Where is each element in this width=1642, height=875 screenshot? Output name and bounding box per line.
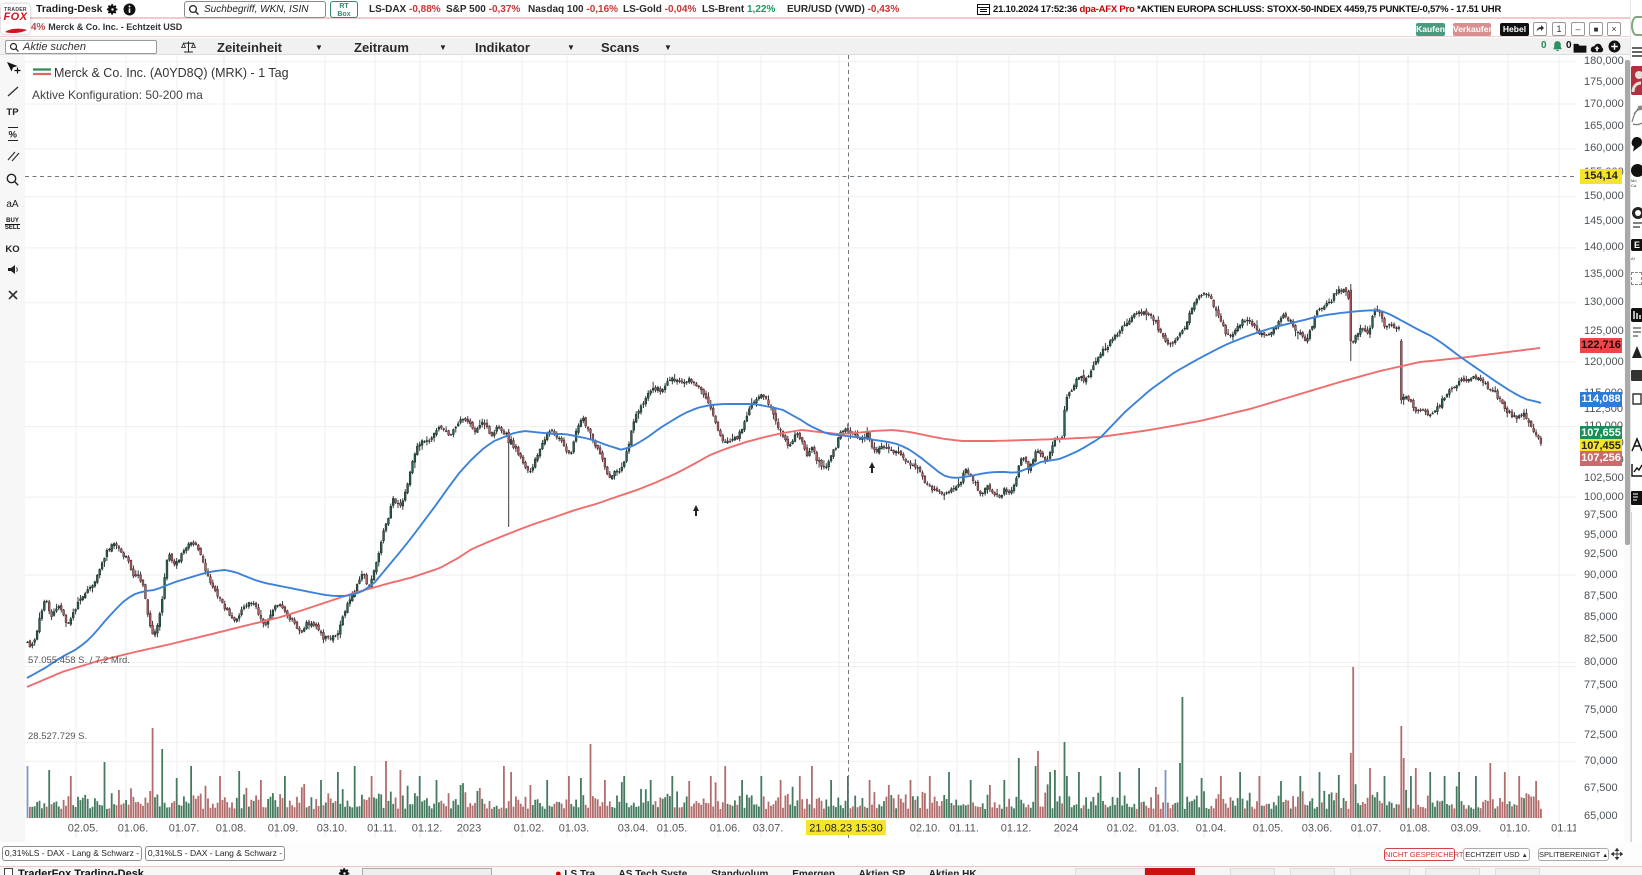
svg-text:01.11.: 01.11. xyxy=(367,823,397,835)
svg-text:01.03.: 01.03. xyxy=(1149,823,1180,835)
svg-text:02.10.: 02.10. xyxy=(910,823,941,835)
svg-text:01.08.: 01.08. xyxy=(216,823,247,835)
svg-text:21.08.23 15:30: 21.08.23 15:30 xyxy=(809,823,882,835)
svg-text:01.11.: 01.11. xyxy=(949,823,979,835)
svg-text:01.06.: 01.06. xyxy=(710,823,741,835)
svg-text:01.07.: 01.07. xyxy=(1351,823,1382,835)
svg-text:01.02.: 01.02. xyxy=(1107,823,1138,835)
svg-text:01.09.: 01.09. xyxy=(268,823,299,835)
svg-text:01.05.: 01.05. xyxy=(1253,823,1284,835)
svg-text:01.08.: 01.08. xyxy=(1400,823,1431,835)
svg-text:01.12.: 01.12. xyxy=(412,823,443,835)
svg-text:01.02.: 01.02. xyxy=(514,823,545,835)
svg-text:%: % xyxy=(8,130,17,141)
svg-text:01.10.: 01.10. xyxy=(1500,823,1531,835)
svg-text:03.04.: 03.04. xyxy=(618,823,649,835)
svg-text:Merck & Co. Inc. (A0YD8Q) (MRK: Merck & Co. Inc. (A0YD8Q) (MRK) - 1 Tag xyxy=(54,66,289,80)
svg-text:01.03.: 01.03. xyxy=(559,823,590,835)
svg-text:Aktive Konfiguration: 50-200 m: Aktive Konfiguration: 50-200 ma xyxy=(32,88,203,102)
svg-text:03.09.: 03.09. xyxy=(1451,823,1482,835)
svg-text:03.06.: 03.06. xyxy=(1302,823,1333,835)
svg-text:01.12.: 01.12. xyxy=(1001,823,1032,835)
svg-text:01.06.: 01.06. xyxy=(118,823,149,835)
svg-text:03.07.: 03.07. xyxy=(753,823,784,835)
svg-text:28.527.729 S.: 28.527.729 S. xyxy=(28,731,87,742)
svg-text:57.055.458 S. / 7,2 Mrd.: 57.055.458 S. / 7,2 Mrd. xyxy=(28,655,130,666)
svg-text:01.07.: 01.07. xyxy=(169,823,200,835)
svg-text:2023: 2023 xyxy=(457,823,481,835)
svg-text:02.05.: 02.05. xyxy=(68,823,99,835)
svg-text:01.11.: 01.11. xyxy=(1551,823,1576,835)
svg-text:03.10.: 03.10. xyxy=(317,823,348,835)
svg-text:01.05.: 01.05. xyxy=(657,823,688,835)
svg-text:2024: 2024 xyxy=(1054,823,1078,835)
svg-text:01.04.: 01.04. xyxy=(1196,823,1227,835)
